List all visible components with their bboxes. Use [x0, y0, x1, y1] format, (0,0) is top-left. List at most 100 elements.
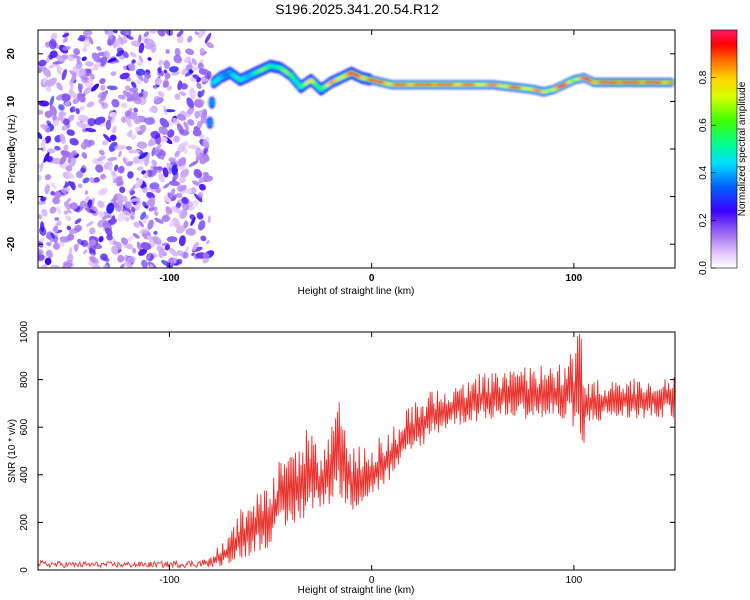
noise-blob — [138, 152, 149, 160]
noise-blob — [87, 117, 96, 127]
noise-blob — [77, 83, 83, 94]
noise-blob — [125, 157, 129, 163]
noise-blob — [205, 41, 214, 49]
noise-blobs — [38, 30, 215, 268]
noise-blob — [91, 62, 102, 71]
noise-blob — [50, 182, 57, 190]
noise-blob — [204, 32, 212, 44]
noise-blob — [162, 182, 171, 189]
noise-blob — [46, 241, 52, 247]
noise-blob — [40, 196, 46, 202]
noise-blob — [117, 94, 126, 100]
noise-blob — [138, 220, 144, 228]
noise-blob — [110, 71, 117, 77]
noise-blob — [98, 235, 104, 243]
noise-blob — [144, 43, 155, 50]
y-tick-label: 400 — [19, 466, 30, 483]
noise-blob — [111, 30, 118, 34]
noise-blob — [50, 264, 60, 268]
noise-blob — [94, 116, 106, 125]
noise-blob — [167, 129, 175, 138]
noise-blob — [86, 221, 94, 227]
noise-blob — [187, 119, 195, 126]
noise-blob — [153, 230, 158, 235]
y-tick-label: 600 — [19, 418, 30, 435]
noise-blob — [203, 252, 210, 259]
noise-blob — [95, 164, 104, 173]
noise-blob — [194, 31, 199, 36]
noise-blob — [74, 218, 82, 225]
noise-blob — [66, 208, 72, 214]
noise-blob — [141, 259, 148, 268]
noise-blob — [121, 35, 128, 41]
noise-blob — [129, 190, 136, 196]
noise-blob — [56, 206, 62, 215]
noise-blob — [99, 56, 108, 67]
noise-blob — [53, 190, 62, 199]
noise-blob — [161, 214, 169, 220]
noise-blob — [109, 112, 117, 118]
noise-blob — [128, 186, 136, 193]
noise-blob — [136, 141, 148, 149]
noise-blob — [53, 64, 64, 71]
noise-blob — [77, 114, 90, 122]
noise-blob — [96, 155, 107, 162]
noise-blob — [125, 115, 132, 127]
noise-blob — [69, 202, 78, 210]
noise-blob — [42, 67, 52, 78]
noise-blob — [84, 203, 91, 214]
noise-blob — [54, 217, 60, 221]
noise-blob — [130, 215, 135, 220]
noise-blob — [138, 42, 145, 54]
noise-blob — [153, 144, 162, 152]
noise-blob — [157, 67, 162, 74]
noise-blob — [138, 92, 143, 98]
noise-blob — [200, 89, 205, 97]
noise-blob — [156, 245, 165, 256]
noise-blob — [166, 162, 171, 167]
noise-blob — [102, 256, 110, 262]
x-tick-label: 100 — [566, 575, 583, 586]
noise-blob — [148, 207, 155, 212]
noise-blob — [176, 192, 183, 199]
noise-blob — [192, 74, 202, 81]
noise-blob — [162, 80, 170, 88]
noise-blob — [50, 191, 56, 196]
noise-blob — [122, 51, 129, 59]
noise-blob — [114, 38, 121, 48]
noise-blob — [59, 154, 67, 165]
ridge-core — [294, 81, 300, 84]
noise-blob — [147, 139, 154, 147]
noise-blob — [135, 126, 141, 132]
noise-blob — [74, 224, 82, 232]
noise-blob — [118, 150, 122, 158]
noise-blob — [125, 261, 133, 268]
noise-blob — [58, 104, 65, 111]
noise-blob — [38, 254, 45, 261]
noise-blob — [96, 46, 102, 51]
noise-blob — [198, 220, 206, 231]
noise-blob — [48, 39, 57, 50]
noise-blob — [146, 253, 151, 261]
noise-blob — [138, 55, 144, 63]
noise-blob — [53, 242, 61, 250]
noise-blob — [49, 95, 55, 107]
noise-blob — [68, 247, 72, 259]
noise-blob — [168, 167, 172, 175]
noise-blob — [136, 60, 143, 67]
noise-blob — [89, 248, 96, 256]
noise-blob — [144, 38, 154, 45]
noise-blob — [38, 247, 43, 256]
noise-blob — [174, 150, 180, 158]
noise-blob — [110, 197, 118, 203]
noise-blob — [142, 187, 149, 193]
snr-frame — [37, 331, 676, 571]
noise-blob — [99, 149, 105, 156]
noise-blob — [89, 256, 100, 264]
noise-blob — [149, 182, 160, 190]
noise-blob — [159, 155, 165, 160]
noise-blob — [75, 170, 84, 179]
noise-blob — [68, 150, 76, 160]
noise-blob — [38, 214, 43, 220]
